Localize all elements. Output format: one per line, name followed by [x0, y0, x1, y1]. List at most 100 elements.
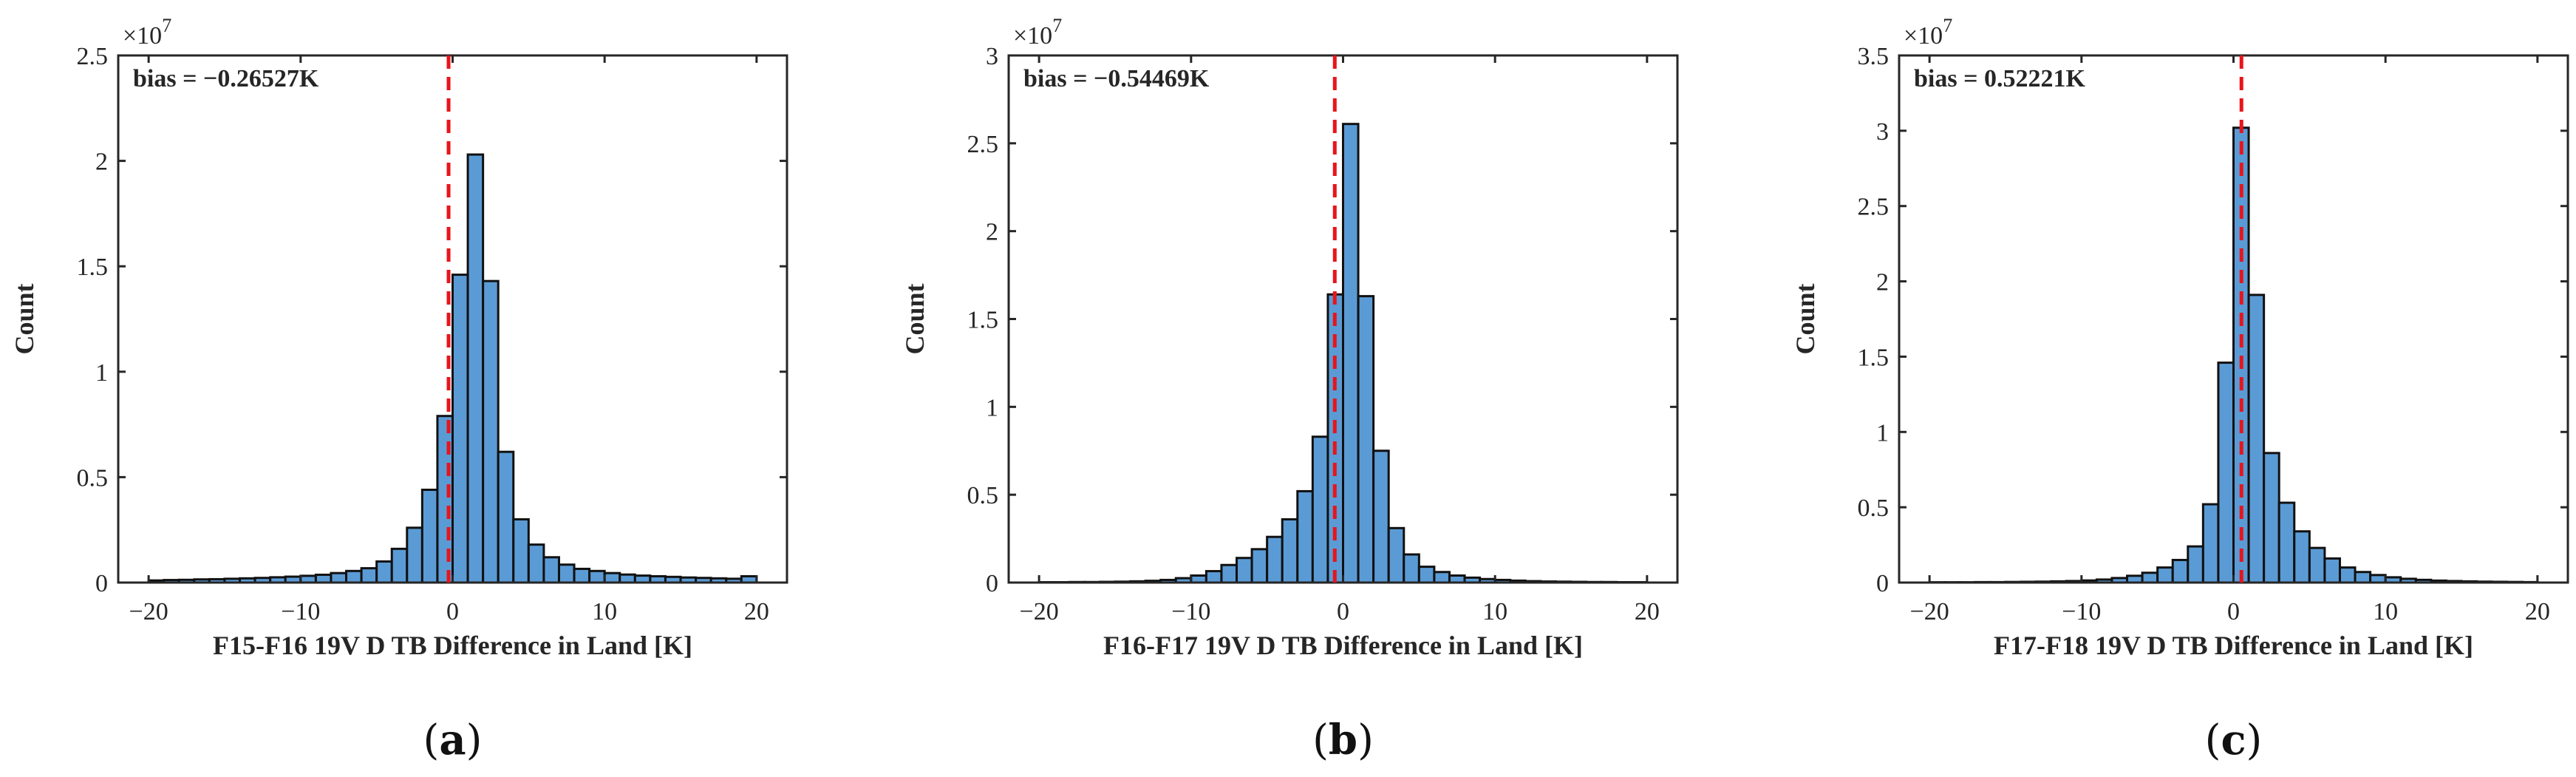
histogram-bar — [1372, 449, 1390, 584]
y-tick-label: 3 — [1876, 118, 1889, 146]
histogram-bar — [2354, 571, 2372, 584]
histogram-bar — [588, 569, 606, 584]
histogram-bar — [314, 573, 333, 584]
y-tick-label: 0 — [95, 570, 108, 597]
x-tick-label: 20 — [2525, 598, 2550, 625]
multiplier-base: ×10 — [123, 22, 162, 50]
y-axis-label: Count — [10, 283, 39, 354]
panel-caption: (c) — [2205, 716, 2263, 764]
x-tick-label: −20 — [1910, 598, 1949, 625]
histogram-bar — [452, 274, 469, 584]
y-tick-label: 0 — [986, 570, 998, 597]
x-tick-label: −20 — [129, 598, 168, 625]
y-tick-label: 0.5 — [77, 464, 109, 492]
histogram-bar — [2338, 566, 2357, 584]
histogram-bar — [330, 571, 348, 584]
histogram-bar — [573, 567, 591, 584]
multiplier-exponent: 7 — [1943, 15, 1952, 36]
histogram-bar — [542, 556, 560, 584]
histogram-bar — [2293, 530, 2311, 584]
histogram-bar — [482, 279, 500, 584]
histogram-bar — [1417, 566, 1436, 584]
x-tick-label: −10 — [281, 598, 320, 625]
histogram-bar — [375, 560, 393, 584]
y-scale-multiplier: ×107 — [123, 15, 171, 50]
histogram-bar — [2247, 294, 2266, 584]
panel-a: −20 −10 0 10 20 0 0.5 1 1.5 2 2.5 ×107 bias = −0.265… — [10, 15, 788, 764]
histogram-bar — [2277, 501, 2296, 584]
y-tick-label: 2.5 — [967, 131, 999, 158]
histogram-bar — [603, 571, 621, 584]
histogram-bar — [512, 518, 530, 584]
y-scale-multiplier: ×107 — [1904, 15, 1952, 50]
histogram-bar — [406, 526, 423, 584]
y-tick-label: 1 — [986, 394, 998, 421]
y-scale-multiplier: ×107 — [1013, 15, 1062, 50]
x-tick-label: −10 — [2062, 598, 2101, 625]
histogram-bar — [1311, 435, 1329, 584]
histogram-bar — [1387, 526, 1405, 584]
histogram-bar — [1403, 553, 1420, 584]
histogram-bar — [1250, 548, 1269, 584]
panel-letter: a — [439, 716, 466, 764]
histogram-bar — [420, 489, 439, 584]
y-tick-label: 1.5 — [1858, 344, 1890, 371]
histogram-bar — [1433, 571, 1451, 584]
histogram-bar — [1220, 563, 1238, 584]
y-tick-label: 0.5 — [1858, 495, 1890, 522]
histogram-bar — [2308, 546, 2326, 584]
histogram-bar — [2323, 557, 2341, 584]
x-tick-label: 20 — [744, 598, 769, 625]
y-tick-label: 2 — [1876, 269, 1889, 296]
histogram-bar — [1266, 535, 1284, 584]
y-axis-label: Count — [900, 283, 930, 354]
histogram-bar — [1296, 489, 1314, 584]
bias-annotation: bias = 0.52221K — [1914, 65, 2085, 92]
multiplier-base: ×10 — [1904, 22, 1943, 50]
histogram-bar — [1342, 123, 1360, 584]
x-tick-label: −20 — [1020, 598, 1059, 625]
multiplier-base: ×10 — [1013, 22, 1052, 50]
y-tick-label: 0.5 — [967, 482, 999, 509]
panel-letter: c — [2221, 716, 2246, 764]
panel-b: −20 −10 0 10 20 0 0.5 1 1.5 2 2.5 3 ×107 bias = −0.54… — [900, 15, 1679, 764]
histogram-bar — [360, 567, 378, 584]
x-axis-label: F17-F18 19V D TB Difference in Land [K] — [1994, 631, 2473, 660]
y-tick-label: 1 — [1876, 419, 1889, 447]
multiplier-exponent: 7 — [1052, 15, 1062, 36]
x-axis-label: F16-F17 19V D TB Difference in Land [K] — [1103, 631, 1583, 660]
y-tick-label: 1.5 — [77, 254, 109, 281]
x-tick-label: 0 — [2227, 598, 2240, 625]
y-tick-label: 2 — [95, 149, 108, 176]
histogram-bar — [2141, 571, 2159, 584]
x-tick-label: 0 — [1337, 598, 1349, 625]
y-tick-label: 2.5 — [1858, 194, 1890, 221]
histogram-bar — [2171, 558, 2190, 584]
histogram-bar — [2369, 574, 2387, 584]
x-tick-label: 20 — [1635, 598, 1660, 625]
y-tick-label: 0 — [1876, 570, 1889, 597]
x-tick-label: −10 — [1171, 598, 1210, 625]
histogram-bar — [1357, 295, 1375, 584]
histogram-bar — [557, 563, 576, 584]
histogram-bar — [2217, 362, 2235, 584]
histogram-bar — [2201, 503, 2220, 584]
histogram-bar — [527, 543, 545, 584]
histogram-bar — [466, 153, 485, 584]
x-tick-label: 0 — [446, 598, 459, 625]
histogram-bar — [2156, 566, 2174, 584]
x-tick-label: 10 — [1482, 598, 1507, 625]
histogram-bar — [619, 573, 636, 584]
histogram-bar — [390, 547, 409, 584]
panel-c: −20 −10 0 10 20 0 0.5 1 1.5 2 2.5 3 3.5 ×107 bias = 0.… — [1790, 15, 2569, 764]
x-tick-label: 10 — [2373, 598, 2398, 625]
y-tick-label: 3 — [986, 43, 998, 70]
bias-annotation: bias = −0.26527K — [133, 65, 319, 92]
histogram-bar — [2187, 545, 2204, 584]
bias-annotation: bias = −0.54469K — [1023, 65, 1210, 92]
histogram-bar — [345, 569, 363, 584]
histogram-bar — [2263, 452, 2280, 584]
histogram-bar — [1204, 570, 1223, 584]
panel-caption: (a) — [423, 716, 482, 764]
